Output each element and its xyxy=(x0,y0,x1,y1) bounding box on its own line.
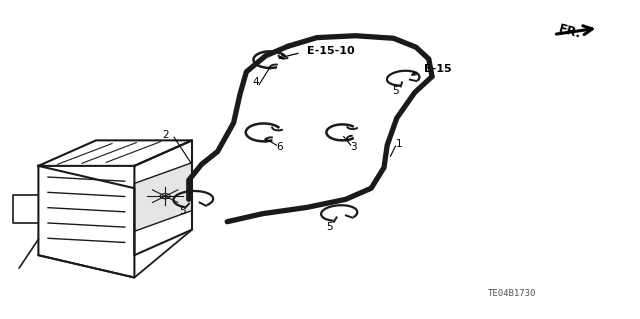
Text: E-15: E-15 xyxy=(424,63,452,74)
Text: 5: 5 xyxy=(326,222,333,233)
Text: 3: 3 xyxy=(351,142,357,152)
Text: TE04B1730: TE04B1730 xyxy=(488,289,536,298)
Text: 1: 1 xyxy=(396,139,402,149)
Polygon shape xyxy=(134,163,192,231)
Text: 6: 6 xyxy=(276,142,283,152)
Text: E-15-10: E-15-10 xyxy=(307,46,355,56)
Text: FR.: FR. xyxy=(557,23,582,41)
Text: 5: 5 xyxy=(179,205,186,216)
Text: 4: 4 xyxy=(253,77,259,87)
Text: 2: 2 xyxy=(162,130,168,140)
Text: 5: 5 xyxy=(392,86,399,96)
